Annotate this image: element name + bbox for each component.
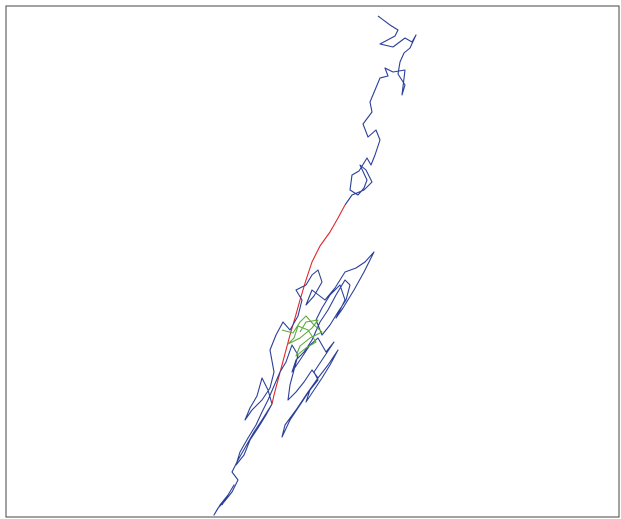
series-line-2 (271, 204, 346, 405)
series-line-1 (344, 15, 417, 206)
series-layer (213, 15, 417, 516)
series-line-4 (281, 315, 323, 357)
series-line-3 (213, 251, 375, 516)
